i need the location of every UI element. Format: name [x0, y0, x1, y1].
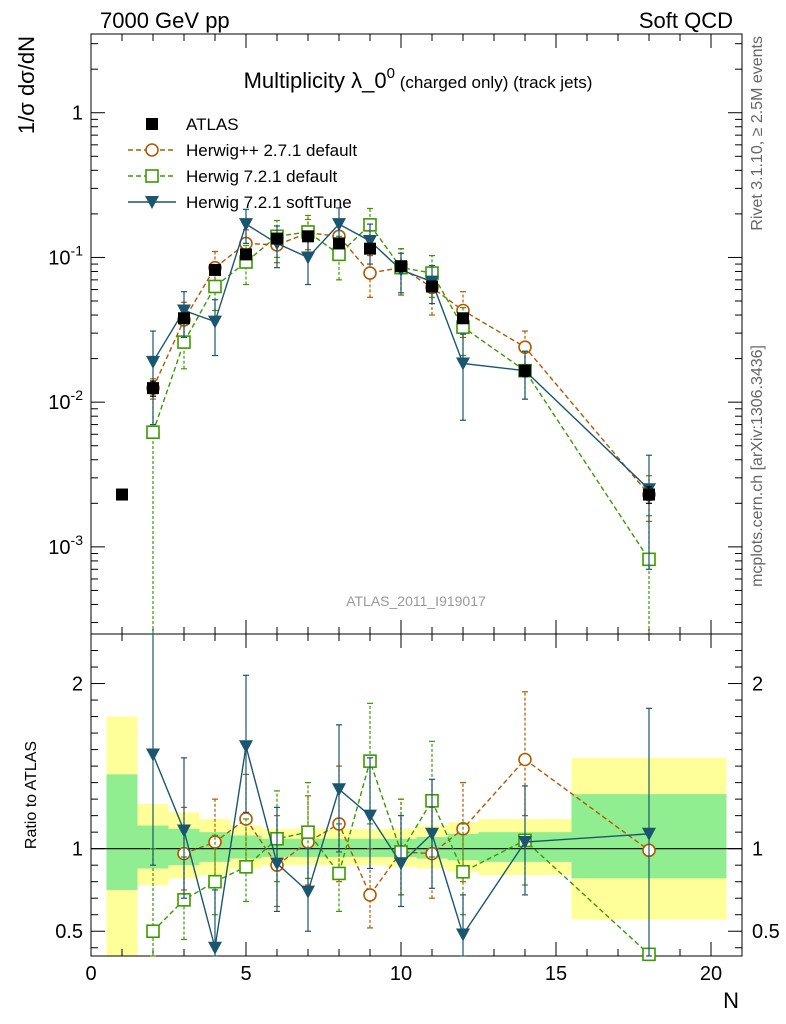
- y-tick-label-right: 0.5: [752, 921, 780, 943]
- marker-triangle-down: [239, 218, 253, 232]
- marker-triangle-down: [425, 827, 439, 841]
- marker-open-square: [208, 874, 222, 889]
- marker-triangle-down: [301, 885, 315, 899]
- marker-triangle-down: [146, 355, 160, 369]
- marker-open-circle: [363, 266, 377, 280]
- side-text-bottom: mcplots.cern.ch [arXiv:1306.3436]: [749, 345, 766, 587]
- marker-open-circle: [145, 143, 159, 157]
- marker-open-square: [146, 425, 160, 440]
- marker-filled-square: [302, 230, 314, 243]
- ratio-panel: 0 5 10 15 20N 0.5 0.5 1 1 2 2 Ratio to ATLAS: [23, 633, 780, 1013]
- marker-triangle-down: [208, 941, 222, 955]
- marker-triangle-down: [456, 928, 470, 942]
- marker-triangle-down: [518, 836, 532, 850]
- marker-triangle-down: [363, 809, 377, 823]
- marker-open-square: [146, 924, 160, 939]
- x-tick-label: 15: [545, 963, 567, 985]
- x-tick-label: 20: [700, 963, 722, 985]
- legend-label: Herwig++ 2.7.1 default: [186, 141, 357, 160]
- x-tick-label: 0: [85, 963, 96, 985]
- marker-open-square: [145, 169, 159, 183]
- marker-triangle-down: [332, 218, 346, 232]
- band-inner: [106, 774, 138, 890]
- ratio-frame: [90, 633, 743, 957]
- y-tick-label-right: 2: [752, 674, 763, 696]
- marker-filled-square: [395, 260, 407, 273]
- marker-filled-square: [271, 232, 283, 245]
- marker-triangle-down: [146, 748, 160, 762]
- marker-filled-square: [643, 488, 655, 501]
- marker-triangle-down: [642, 827, 656, 841]
- header-right: Soft QCD: [639, 8, 733, 33]
- marker-filled-square: [209, 263, 221, 276]
- chart-title: Multiplicity λ_00 (charged only) (track …: [244, 65, 593, 93]
- marker-open-square: [239, 860, 253, 874]
- y-tick-label: 1: [72, 103, 83, 125]
- marker-open-square: [332, 247, 346, 262]
- marker-filled-square: [364, 242, 376, 255]
- analysis-watermark: ATLAS_2011_I919017: [346, 593, 486, 609]
- marker-filled-square: [147, 382, 159, 395]
- marker-triangle-down: [177, 824, 191, 838]
- band-inner: [230, 835, 262, 859]
- y-tick-label: 2: [72, 674, 83, 696]
- marker-filled-square: [240, 248, 252, 261]
- marker-open-square: [301, 825, 315, 839]
- marker-filled-square: [457, 312, 469, 325]
- marker-open-square: [208, 279, 222, 294]
- marker-triangle-down: [208, 315, 222, 329]
- marker-open-circle: [363, 888, 377, 902]
- marker-triangle-down: [301, 251, 315, 265]
- marker-filled-square: [116, 488, 128, 501]
- y-tick-label: 10-1: [48, 242, 83, 269]
- marker-triangle-down: [177, 304, 191, 318]
- marker-triangle-down: [239, 740, 253, 754]
- legend-label: Herwig 7.2.1 softTune: [186, 193, 352, 212]
- y-tick-label: 10-2: [48, 387, 83, 414]
- side-text-top: Rivet 3.1.10, ≥ 2.5M events: [749, 36, 766, 231]
- header-left: 7000 GeV pp: [100, 8, 230, 33]
- marker-filled-square: [333, 237, 345, 250]
- legend-label: ATLAS: [186, 115, 239, 134]
- marker-filled-square: [426, 280, 438, 293]
- y-tick-label-right: 1: [752, 839, 763, 861]
- ratio-y-axis-label: Ratio to ATLAS: [23, 741, 40, 849]
- marker-filled-square: [519, 364, 531, 377]
- marker-triangle-down: [332, 783, 346, 797]
- marker-open-circle: [518, 752, 532, 767]
- marker-triangle-down: [456, 357, 470, 371]
- y-tick-label: 1: [72, 839, 83, 861]
- y-tick-label: 10-3: [48, 532, 83, 559]
- y-tick-label: 0.5: [55, 921, 83, 943]
- marker-triangle-down: [270, 857, 284, 871]
- legend-label: Herwig 7.2.1 default: [186, 167, 337, 186]
- marker-filled-square: [146, 118, 158, 130]
- marker-open-square: [332, 866, 346, 881]
- marker-triangle-down: [394, 857, 408, 871]
- x-tick-label: 10: [390, 963, 412, 985]
- marker-triangle-down: [363, 234, 377, 248]
- marker-triangle-down: [145, 196, 159, 209]
- main-panel: 10-3 10-2 10-1 1 1/σ dσ/dN Multiplicity λ_00 …: [14, 33, 743, 648]
- marker-filled-square: [178, 312, 190, 325]
- marker-open-square: [456, 864, 470, 879]
- y-axis-label: 1/σ dσ/dN: [14, 36, 39, 134]
- x-axis-label: N: [723, 988, 739, 1013]
- x-tick-label: 5: [240, 963, 251, 985]
